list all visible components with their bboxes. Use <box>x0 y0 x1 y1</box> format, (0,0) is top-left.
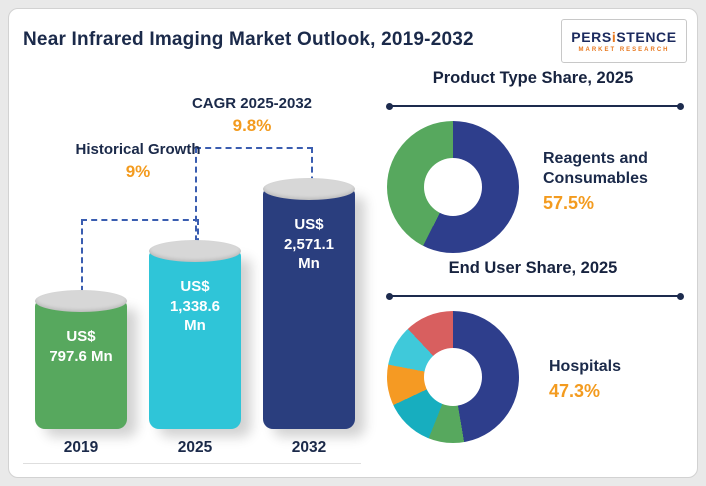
product-type-highlight: Reagents and Consumables 57.5% <box>543 149 695 214</box>
bar-2025: US$ 1,338.6 Mn <box>149 240 241 429</box>
brand-logo-tagline: MARKET RESEARCH <box>578 47 670 53</box>
page-title: Near Infrared Imaging Market Outlook, 20… <box>23 29 474 50</box>
bar-2025-value-label: US$ 1,338.6 Mn <box>169 278 221 334</box>
product-type-highlight-label: Reagents and Consumables <box>543 150 648 187</box>
cagr-label: CAGR 2025-2032 <box>191 95 313 112</box>
historical-growth-value: 9% <box>125 162 151 182</box>
cagr-annotation: CAGR 2025-2032 9.8% <box>173 95 331 136</box>
axis-label-2025: 2025 <box>177 439 213 456</box>
bar-2019-top-ellipse <box>35 290 127 312</box>
end-user-highlight-label: Hospitals <box>549 358 622 375</box>
product-type-donut-chart <box>387 121 519 253</box>
donut-hole <box>424 348 482 406</box>
brand-logo-part1: PERS <box>571 29 612 45</box>
infographic-card: Near Infrared Imaging Market Outlook, 20… <box>8 8 698 478</box>
end-user-highlight: Hospitals 47.3% <box>549 357 695 402</box>
bar-2025-top-ellipse <box>149 240 241 262</box>
brand-logo-text: PERSiSTENCE <box>571 29 676 45</box>
product-type-section-title: Product Type Share, 2025 <box>432 69 634 87</box>
axis-baseline <box>23 463 361 464</box>
bar-2032-top-ellipse <box>263 178 355 200</box>
product-type-divider-line <box>386 102 684 110</box>
product-type-highlight-value: 57.5% <box>543 193 595 213</box>
brand-logo-accent: i <box>611 29 617 45</box>
axis-label-2032: 2032 <box>291 439 327 456</box>
bar-2019: US$ 797.6 Mn <box>35 290 127 429</box>
end-user-donut-chart <box>387 311 519 443</box>
historical-growth-annotation: Historical Growth 9% <box>69 141 207 182</box>
end-user-highlight-value: 47.3% <box>549 381 601 401</box>
cagr-value: 9.8% <box>232 116 272 136</box>
bar-2032-value-label: US$ 2,571.1 Mn <box>283 216 335 272</box>
donut-hole <box>424 158 482 216</box>
axis-label-2019: 2019 <box>63 439 99 456</box>
bar-2032: US$ 2,571.1 Mn <box>263 178 355 429</box>
brand-logo-part2: STENCE <box>616 29 677 45</box>
end-user-section-title: End User Share, 2025 <box>448 259 618 277</box>
brand-logo: PERSiSTENCE MARKET RESEARCH <box>561 19 687 63</box>
end-user-divider-line <box>386 292 684 300</box>
bar-2019-value-label: US$ 797.6 Mn <box>49 328 113 365</box>
historical-growth-label: Historical Growth <box>75 141 201 158</box>
